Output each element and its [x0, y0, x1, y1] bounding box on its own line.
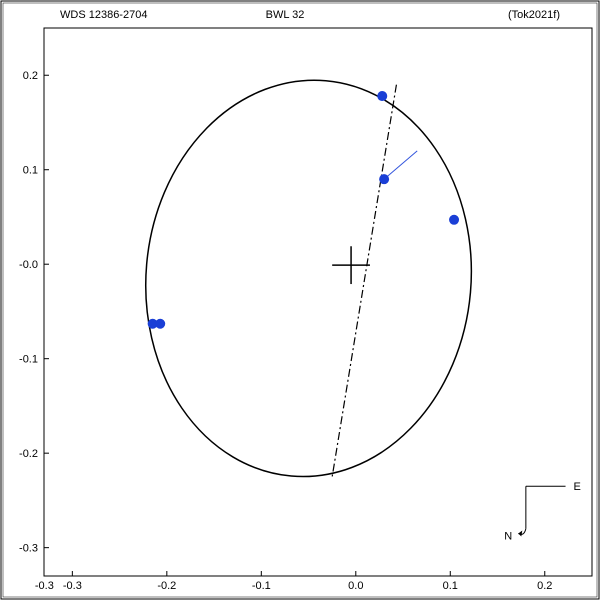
ytick-label: -0.2 [19, 448, 38, 460]
outer-border-inner [3, 3, 597, 597]
data-point [155, 319, 165, 329]
plot-area: -0.3 -0.2 -0.1 0.0 0.1 0.2 -0.3 -0.3 -0.2 -0.1 -0.… [19, 28, 592, 592]
xtick-label: 0.0 [348, 580, 363, 592]
xtick-label: 0.2 [537, 580, 552, 592]
title-right: (Tok2021f) [508, 9, 560, 21]
ytick-label: -0.0 [19, 259, 38, 271]
xtick-label: -0.3 [63, 580, 82, 592]
xtick-label: -0.2 [157, 580, 176, 592]
outer-border [1, 1, 599, 599]
orbit-ellipse [129, 67, 487, 491]
plot-border [44, 28, 592, 576]
xtick-label-extra: -0.3 [35, 580, 54, 592]
oc-connector [384, 151, 417, 179]
xtick-label: 0.1 [443, 580, 458, 592]
data-point [449, 215, 459, 225]
title-center: BWL 32 [266, 9, 305, 21]
compass-arrowhead-icon [518, 530, 522, 536]
orbit-plot-container: { "titles": { "left": "WDS 12386-2704", … [0, 0, 600, 600]
ytick-label: -0.3 [19, 543, 38, 555]
data-point [379, 174, 389, 184]
compass-n-label: N [504, 530, 512, 542]
ytick-label: 0.2 [23, 70, 38, 82]
line-of-nodes [332, 85, 396, 477]
ytick-label: 0.1 [23, 165, 38, 177]
xtick-label: -0.1 [252, 580, 271, 592]
orbit-plot-svg: WDS 12386-2704 BWL 32 (Tok2021f) -0.3-0.… [0, 0, 600, 600]
ytick-label: -0.1 [19, 354, 38, 366]
compass-e-label: E [574, 481, 581, 493]
title-left: WDS 12386-2704 [60, 9, 147, 21]
data-point [377, 91, 387, 101]
